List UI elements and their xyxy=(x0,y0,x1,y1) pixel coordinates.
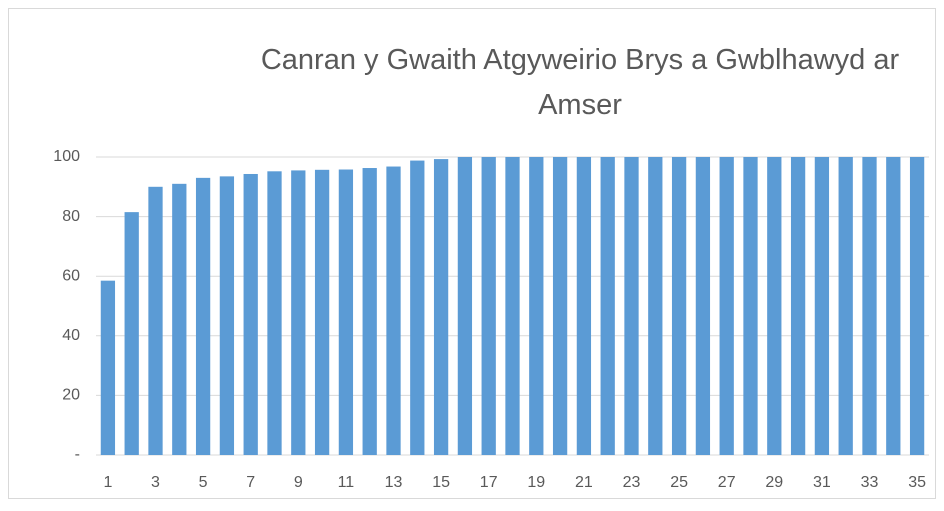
x-tick-label: 9 xyxy=(294,474,303,491)
bar xyxy=(719,157,734,455)
x-tick-label: 5 xyxy=(199,474,208,491)
x-tick-label: 17 xyxy=(480,474,498,491)
bar xyxy=(743,157,758,455)
bar xyxy=(886,157,901,455)
y-tick-label: - xyxy=(75,446,80,463)
bar xyxy=(576,157,592,455)
x-tick-label: 31 xyxy=(813,474,831,491)
x-tick-label: 13 xyxy=(385,474,403,491)
bar xyxy=(671,157,687,455)
bar xyxy=(909,157,925,455)
y-tick-label: 100 xyxy=(53,148,80,165)
bar xyxy=(267,171,282,455)
bar xyxy=(552,157,568,455)
bar xyxy=(695,157,711,455)
x-tick-label: 25 xyxy=(670,474,688,491)
bar xyxy=(862,157,877,455)
y-tick-label: 20 xyxy=(62,387,80,404)
bar xyxy=(314,169,330,455)
bar xyxy=(243,173,258,455)
bar xyxy=(814,157,830,455)
x-tick-label: 19 xyxy=(527,474,545,491)
bar xyxy=(529,157,544,455)
bar xyxy=(362,168,377,455)
bar xyxy=(172,183,187,455)
bar xyxy=(100,280,116,455)
x-tick-label: 29 xyxy=(765,474,783,491)
bar xyxy=(648,157,663,455)
x-tick-label: 23 xyxy=(623,474,641,491)
x-tick-label: 11 xyxy=(338,474,355,491)
bar xyxy=(195,177,211,456)
bar xyxy=(767,157,782,455)
x-tick-label: 21 xyxy=(575,474,593,491)
x-tick-label: 35 xyxy=(908,474,926,491)
bar xyxy=(481,157,496,455)
bar xyxy=(291,170,306,455)
x-tick-label: 3 xyxy=(151,474,160,491)
bar xyxy=(838,157,853,455)
bar xyxy=(386,166,401,455)
bar xyxy=(433,159,449,455)
bar xyxy=(457,157,473,455)
bar xyxy=(124,212,139,455)
y-tick-label: 80 xyxy=(62,208,80,225)
x-tick-label: 15 xyxy=(432,474,450,491)
x-tick-label: 33 xyxy=(861,474,879,491)
bar xyxy=(624,157,639,455)
x-tick-label: 27 xyxy=(718,474,736,491)
x-tick-label: 7 xyxy=(246,474,255,491)
bar xyxy=(338,169,354,456)
x-tick-label: 1 xyxy=(103,474,112,491)
bar xyxy=(148,186,163,456)
y-tick-label: 40 xyxy=(62,327,80,344)
bar xyxy=(790,157,806,455)
bar xyxy=(600,157,615,455)
bar xyxy=(219,176,235,455)
bar xyxy=(410,160,425,456)
y-tick-label: 60 xyxy=(62,267,80,284)
chart-title: Canran y Gwaith Atgyweirio Brys a Gwblha… xyxy=(260,44,900,121)
bar xyxy=(505,157,520,455)
